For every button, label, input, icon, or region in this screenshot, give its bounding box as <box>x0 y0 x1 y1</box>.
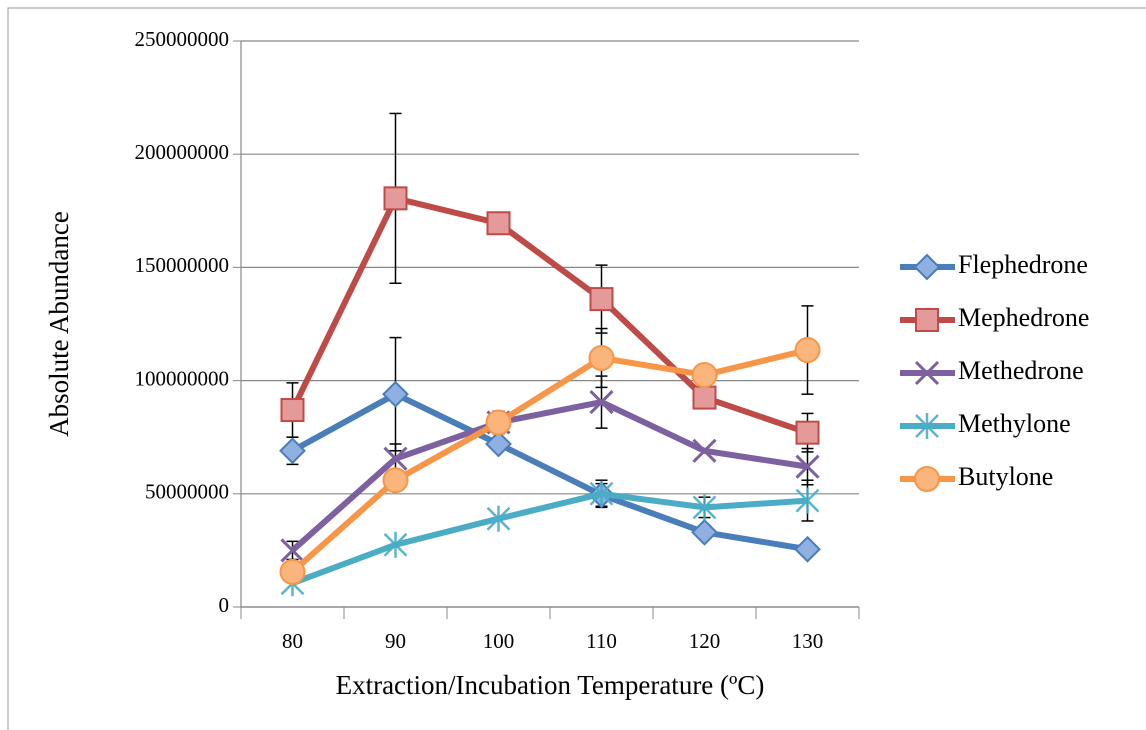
data-point <box>279 558 306 585</box>
data-point <box>692 494 717 521</box>
data-point <box>588 344 615 371</box>
data-point <box>691 518 718 546</box>
x-tick-label: 130 <box>792 629 824 653</box>
data-point <box>794 535 821 563</box>
data-point <box>382 380 409 408</box>
chart-border <box>7 7 1146 730</box>
series-line <box>289 195 809 436</box>
data-point <box>280 398 305 423</box>
legend-marker <box>915 308 939 332</box>
legend-marker <box>914 466 940 492</box>
legend-symbol <box>915 413 939 439</box>
data-point <box>589 480 614 507</box>
data-point <box>795 420 820 445</box>
data-point <box>589 390 614 415</box>
y-tick-label: 200000000 <box>135 140 230 164</box>
data-point <box>691 361 718 388</box>
legend-marker <box>913 253 941 281</box>
legend-label: Butylone <box>958 462 1053 491</box>
data-point <box>383 446 408 471</box>
y-tick-label: 50000000 <box>145 480 229 504</box>
data-point <box>279 437 306 465</box>
data-point <box>383 531 408 558</box>
data-point <box>486 505 511 532</box>
x-tick-label: 110 <box>586 629 617 653</box>
data-point <box>795 487 820 514</box>
data-point <box>280 538 305 563</box>
data-point <box>795 454 820 479</box>
data-point <box>692 385 717 410</box>
x-axis-title: Extraction/Incubation Temperature (ºC) <box>336 670 765 700</box>
y-axis-title: Absolute Abundance <box>44 211 74 437</box>
x-tick-label: 120 <box>689 629 721 653</box>
y-tick-label: 250000000 <box>135 27 230 51</box>
data-point <box>383 186 408 211</box>
legend-marker <box>914 360 940 386</box>
legend-symbol <box>914 360 940 386</box>
series-line <box>291 391 808 553</box>
data-point <box>692 438 717 463</box>
series-line <box>290 399 808 553</box>
data-point <box>794 337 821 364</box>
data-point <box>486 211 511 236</box>
legend-label: Methylone <box>958 409 1071 438</box>
legend-symbol <box>914 466 940 492</box>
legend-label: Flephedrone <box>958 250 1088 279</box>
data-point <box>485 430 512 458</box>
y-tick-label: 100000000 <box>135 366 230 390</box>
x-tick-label: 100 <box>483 629 515 653</box>
series-line <box>291 490 808 587</box>
data-point <box>589 287 614 312</box>
y-tick-label: 0 <box>219 593 230 617</box>
data-point <box>382 467 409 494</box>
data-point <box>485 409 512 436</box>
legend-label: Methedrone <box>958 356 1084 385</box>
legend-label: Mephedrone <box>958 303 1089 332</box>
legend-marker <box>915 413 939 439</box>
y-tick-label: 150000000 <box>135 253 230 277</box>
legend-symbol <box>913 253 941 281</box>
x-tick-label: 90 <box>385 629 406 653</box>
series-line <box>290 347 809 575</box>
legend-symbol <box>915 308 939 332</box>
x-tick-label: 80 <box>282 629 303 653</box>
